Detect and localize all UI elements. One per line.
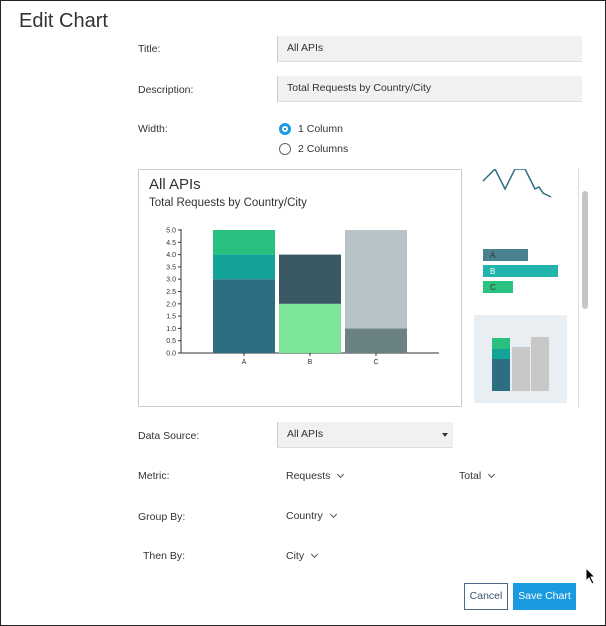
chart-type-picker: A B C: [467, 169, 579, 407]
horizontal-bar-chart-thumbnail[interactable]: A B C: [483, 249, 558, 293]
y-tick-label: 0.5: [166, 338, 176, 345]
group-by-value: Country: [286, 510, 323, 522]
hbar-label-a: A: [490, 251, 496, 260]
caret-down-icon: [442, 433, 448, 437]
data-source-label: Data Source:: [138, 430, 200, 442]
bar-segment: [279, 254, 341, 304]
group-by-label: Group By:: [138, 511, 186, 523]
then-by-dropdown[interactable]: City: [286, 550, 319, 562]
chevron-down-icon: [311, 550, 319, 559]
stacked-bar-chart-thumbnail[interactable]: [474, 315, 567, 403]
aggregation-dropdown[interactable]: Total: [459, 470, 496, 482]
y-tick-label: 2.0: [166, 301, 176, 308]
x-tick-label: C: [373, 359, 378, 366]
save-chart-button[interactable]: Save Chart: [513, 583, 576, 610]
hbar-label-b: B: [490, 267, 495, 276]
title-input[interactable]: All APIs: [277, 36, 582, 62]
then-by-value: City: [286, 550, 305, 562]
chevron-down-icon: [488, 470, 496, 479]
metric-value: Requests: [286, 470, 331, 482]
y-tick-label: 0.0: [166, 351, 176, 358]
bar-segment: [279, 303, 341, 353]
title-label: Title:: [138, 43, 161, 55]
scrollbar-thumb[interactable]: [582, 191, 588, 309]
metric-label: Metric:: [138, 470, 170, 482]
hbar-label-c: C: [490, 283, 496, 292]
chevron-down-icon: [337, 470, 345, 479]
bar-segment: [345, 230, 407, 329]
cancel-button[interactable]: Cancel: [464, 583, 508, 610]
chevron-down-icon: [329, 510, 337, 519]
y-tick-label: 4.0: [166, 252, 176, 259]
x-tick-label: A: [242, 359, 247, 366]
chart-preview: All APIs Total Requests by Country/City …: [138, 169, 462, 407]
mouse-cursor-icon: [585, 567, 597, 585]
bar-segment: [213, 230, 275, 255]
chart-type-scrollbar[interactable]: [578, 169, 592, 407]
y-tick-label: 1.5: [166, 314, 176, 321]
group-by-dropdown[interactable]: Country: [286, 510, 337, 522]
width-label: Width:: [138, 123, 168, 135]
bar-segment: [213, 254, 275, 280]
bar-segment: [213, 279, 275, 353]
description-label: Description:: [138, 84, 194, 96]
y-tick-label: 4.5: [166, 240, 176, 247]
chart-type-thumbnails: A B C: [474, 169, 567, 403]
width-2-columns-radio[interactable]: [279, 143, 291, 155]
line-chart-thumbnail[interactable]: [482, 169, 552, 198]
stacked-bar-chart: 0.0 0.5 1.0 1.5 2.0 2.5 3.0 3.5 4.0 4.5 5.0 A B C: [166, 228, 439, 366]
y-tick-label: 5.0: [166, 228, 176, 235]
data-source-select[interactable]: All APIs: [277, 422, 453, 448]
width-2-columns-label: 2 Columns: [298, 143, 349, 155]
preview-title: All APIs: [149, 176, 201, 193]
y-tick-label: 2.5: [166, 289, 176, 296]
y-tick-label: 3.5: [166, 264, 176, 271]
then-by-label: Then By:: [143, 550, 186, 562]
metric-dropdown[interactable]: Requests: [286, 470, 345, 482]
aggregation-value: Total: [459, 470, 482, 482]
x-tick-label: B: [308, 359, 313, 366]
y-tick-label: 1.0: [166, 326, 176, 333]
dialog-title: Edit Chart: [19, 10, 108, 32]
width-1-column-radio[interactable]: [279, 123, 291, 135]
description-input[interactable]: Total Requests by Country/City: [277, 76, 582, 102]
data-source-value: All APIs: [287, 428, 324, 440]
preview-subtitle: Total Requests by Country/City: [149, 197, 307, 209]
width-1-column-label: 1 Column: [298, 123, 343, 135]
bar-segment: [345, 328, 407, 353]
y-tick-label: 3.0: [166, 277, 176, 284]
